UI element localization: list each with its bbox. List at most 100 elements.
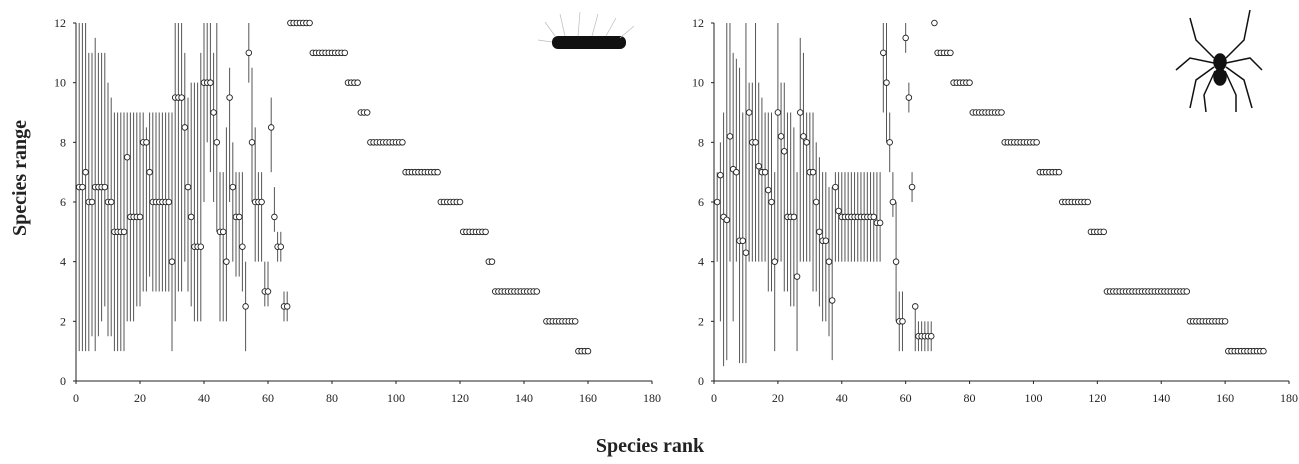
point <box>723 216 731 224</box>
point <box>790 213 798 221</box>
point <box>998 109 1005 116</box>
point <box>835 207 842 215</box>
x-tick-label: 100 <box>387 391 405 405</box>
point <box>277 243 285 250</box>
point <box>899 318 906 325</box>
y-tick-label: 8 <box>698 135 704 149</box>
point <box>219 228 227 236</box>
point <box>892 258 900 265</box>
point <box>1221 318 1229 325</box>
point <box>283 303 291 310</box>
x-tick-label: 140 <box>515 391 533 405</box>
point <box>184 183 192 191</box>
point <box>178 94 185 101</box>
point <box>533 288 541 295</box>
x-tick-label: 60 <box>262 391 274 405</box>
point <box>1084 198 1091 206</box>
point <box>82 168 89 176</box>
x-tick-label: 120 <box>1088 391 1106 405</box>
point <box>242 303 249 310</box>
y-tick-label: 6 <box>60 195 66 209</box>
point <box>870 213 877 221</box>
point <box>235 213 243 221</box>
point <box>816 228 823 236</box>
point <box>123 153 131 161</box>
x-tick-label: 40 <box>836 391 848 405</box>
x-tick-label: 40 <box>198 391 210 405</box>
caterpillar-icon <box>537 11 635 49</box>
x-tick-label: 180 <box>1280 391 1298 405</box>
point <box>107 198 115 206</box>
point <box>883 79 890 86</box>
y-tick-label: 2 <box>698 314 704 328</box>
y-tick-label: 2 <box>60 314 66 328</box>
point <box>226 94 233 101</box>
point <box>927 333 935 340</box>
x-tick-label: 80 <box>964 391 976 405</box>
point <box>761 168 769 176</box>
point <box>812 198 820 206</box>
point <box>771 258 778 265</box>
point <box>825 258 833 265</box>
point <box>755 162 762 170</box>
point <box>745 109 753 116</box>
point <box>726 133 734 140</box>
point <box>889 198 897 206</box>
x-tick-label: 140 <box>1152 391 1170 405</box>
point <box>832 183 839 191</box>
point <box>363 109 371 116</box>
x-tick-label: 100 <box>1024 391 1042 405</box>
point <box>733 168 740 176</box>
point <box>181 124 189 131</box>
y-tick-label: 4 <box>698 255 704 269</box>
point <box>876 219 884 227</box>
point <box>136 213 144 221</box>
point <box>902 34 909 42</box>
point <box>793 273 801 280</box>
x-tick-label: 60 <box>900 391 912 405</box>
y-axis-label: Species range <box>9 120 31 236</box>
point <box>905 94 913 101</box>
point <box>79 183 86 191</box>
point <box>239 243 246 250</box>
point <box>1100 228 1107 236</box>
point <box>488 258 496 265</box>
point <box>165 198 173 206</box>
x-tick-label: 0 <box>711 391 717 405</box>
point <box>774 109 782 116</box>
point <box>809 168 817 176</box>
point <box>584 347 592 355</box>
point <box>229 183 237 191</box>
point <box>931 19 938 27</box>
y-tick-label: 10 <box>54 76 66 90</box>
point <box>210 109 217 116</box>
point <box>223 258 230 265</box>
point <box>880 49 887 57</box>
point <box>354 79 361 86</box>
point <box>187 213 195 221</box>
y-tick-label: 4 <box>60 255 66 269</box>
point <box>213 139 221 146</box>
point <box>742 249 750 256</box>
point <box>248 139 256 146</box>
point <box>828 297 836 304</box>
x-axis-label: Species rank <box>596 435 705 457</box>
point <box>258 198 265 206</box>
point <box>908 183 916 191</box>
point <box>966 79 973 86</box>
y-tick-label: 6 <box>698 195 704 209</box>
point <box>781 148 788 155</box>
point <box>271 213 278 221</box>
x-tick-label: 20 <box>134 391 146 405</box>
y-tick-label: 0 <box>60 374 66 388</box>
point <box>1183 288 1191 295</box>
point <box>267 124 275 131</box>
point <box>822 237 830 245</box>
point <box>399 139 406 146</box>
point <box>886 139 893 146</box>
x-tick-label: 120 <box>451 391 469 405</box>
point <box>143 139 150 146</box>
point <box>207 79 214 86</box>
point <box>777 133 785 140</box>
point <box>306 19 313 27</box>
